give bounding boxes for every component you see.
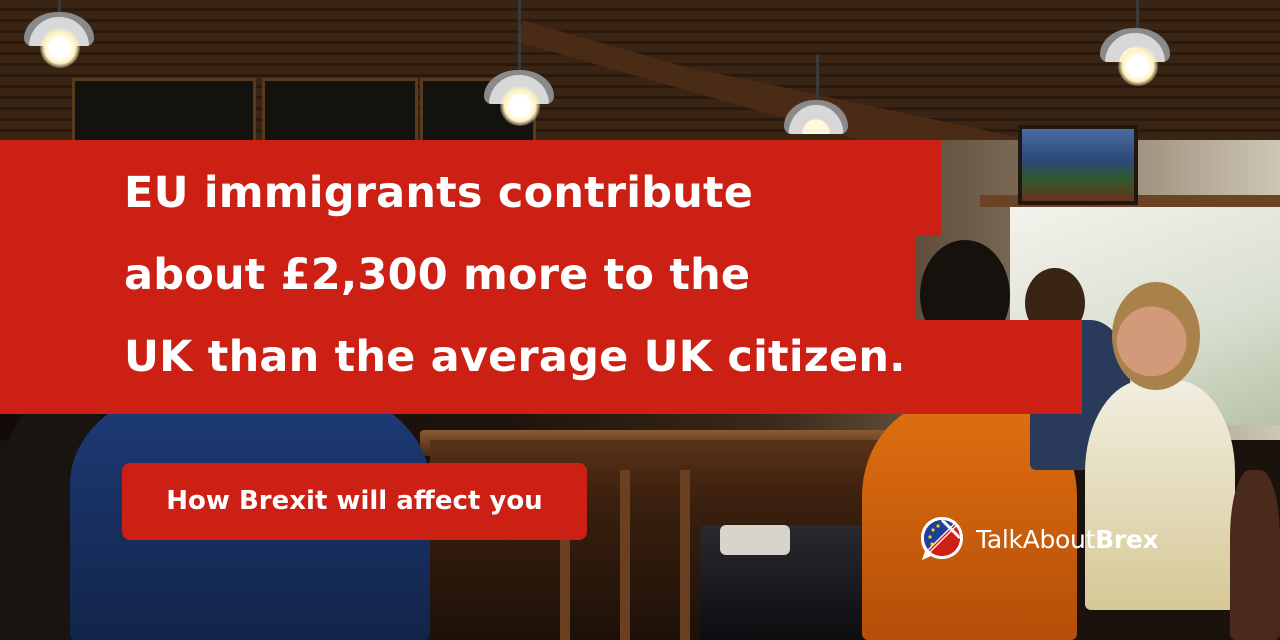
headline-band-line-1 xyxy=(0,140,941,236)
headline-line-2: about £2,300 more to the xyxy=(124,250,751,300)
headline-band-line-2 xyxy=(0,236,915,320)
brand-name: TalkAboutBrex xyxy=(976,524,1159,554)
headline-line-1: EU immigrants contribute xyxy=(124,168,754,218)
brand-name-part1: TalkAbout xyxy=(976,524,1096,554)
headline-line-3: UK than the average UK citizen. xyxy=(124,332,906,382)
headline: EU immigrants contribute about £2,300 mo… xyxy=(124,152,906,398)
brand-name-part2: Brex xyxy=(1095,524,1159,554)
brand-logo-lockup[interactable]: TalkAboutBrex xyxy=(918,513,1208,565)
how-brexit-affects-you-button[interactable]: How Brexit will affect you xyxy=(122,463,587,540)
headline-band-line-3 xyxy=(0,320,1082,414)
eu-union-jack-speech-bubble-icon xyxy=(921,517,963,560)
